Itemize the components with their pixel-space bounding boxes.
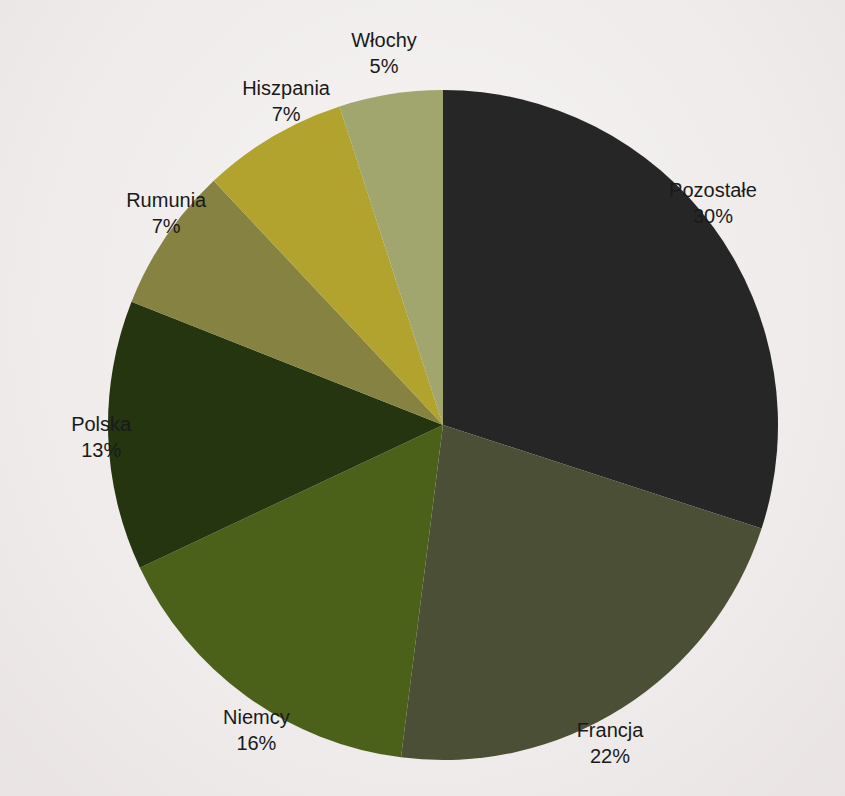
slices: [108, 90, 778, 760]
slice: [401, 425, 762, 760]
slice-value: 22%: [590, 745, 630, 767]
slice-name: Francja: [577, 719, 645, 741]
slice-value: 7%: [272, 103, 301, 125]
slice-name: Hiszpania: [242, 77, 331, 99]
slice-name: Rumunia: [126, 189, 207, 211]
slice-name: Niemcy: [223, 706, 290, 728]
slice-name: Polska: [71, 413, 132, 435]
slice-value: 16%: [236, 732, 276, 754]
slice-name: Włochy: [351, 29, 417, 51]
chart: Pozostałe 30% Francja 22% Niemcy 16% Polska 13%…: [0, 0, 845, 796]
slice-value: 30%: [693, 205, 733, 227]
slice: [339, 90, 443, 425]
slice-value: 5%: [370, 55, 399, 77]
slice-name: Pozostałe: [669, 179, 757, 201]
slice-value: 13%: [81, 439, 121, 461]
labels: Pozostałe 30% Francja 22% Niemcy 16% Polska 13%…: [71, 29, 757, 768]
slice-value: 7%: [152, 215, 181, 237]
